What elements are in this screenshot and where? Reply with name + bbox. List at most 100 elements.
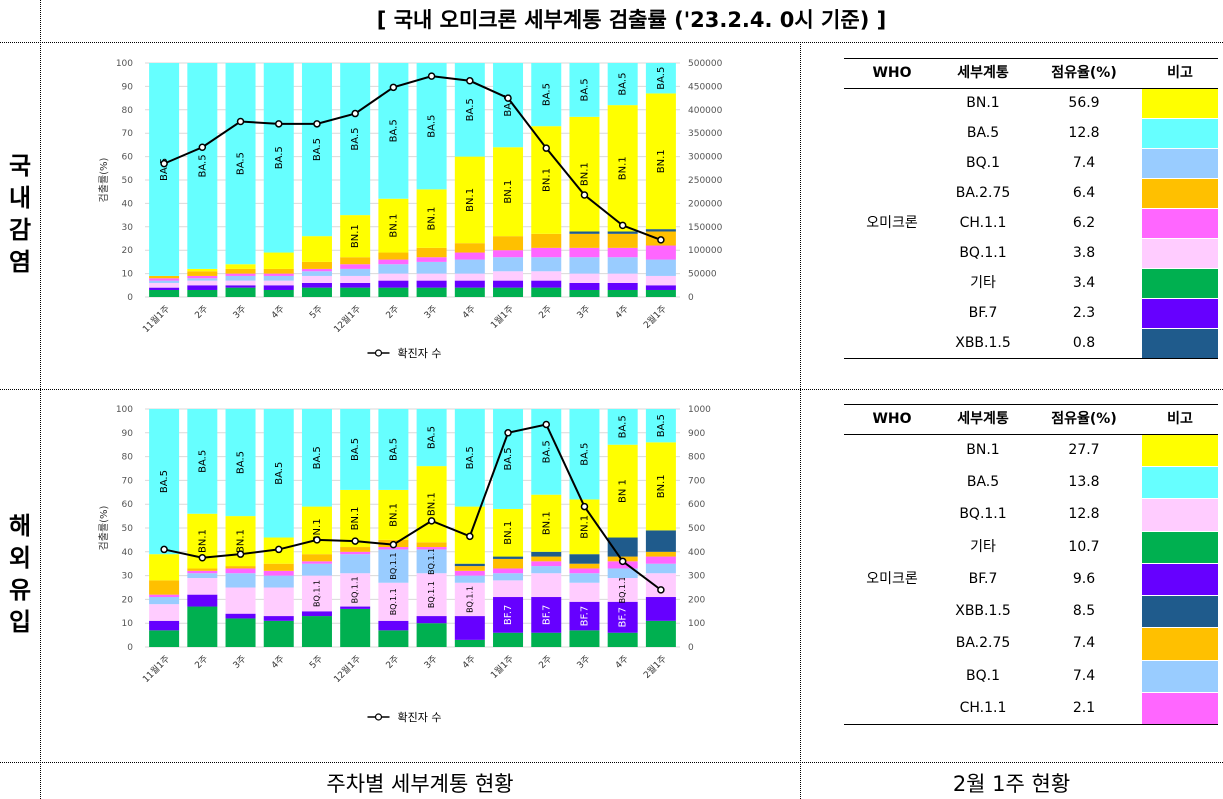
segment-label: BN.1 <box>350 224 361 248</box>
segment-label: BF.7 <box>618 607 629 628</box>
bar-segment-ba5 <box>569 63 600 117</box>
table-share-cell: 8.5 <box>1072 603 1096 620</box>
table-domestic: WHO 세부계통 점유율(%) 비고 오미크론 BN.1 56.9 BA.5 12.8 BQ.1 7… <box>844 58 1218 359</box>
segment-label: BN.1 <box>579 162 590 186</box>
y2-tick-label: 150000 <box>688 223 723 233</box>
segment-label: BN.1 <box>236 529 247 553</box>
y2-tick-label: 500 <box>688 524 705 534</box>
bar-segment-bf7 <box>187 285 218 290</box>
bar-segment-ch11 <box>569 568 600 574</box>
bar-segment-bf7 <box>531 280 562 288</box>
segment-label: BA.5 <box>541 83 552 106</box>
table-lineage-cell: CH.1.1 <box>959 699 1007 716</box>
segment-label: BA.5 <box>350 128 361 151</box>
bar-segment-ba5 <box>225 409 256 517</box>
bar-segment-ba5 <box>263 409 294 538</box>
bar-segment-ch11 <box>531 561 562 567</box>
bar-segment-bf7 <box>263 616 294 621</box>
frame-line-center <box>800 42 801 799</box>
line-marker <box>542 144 550 152</box>
table-share-cell: 7.4 <box>1072 155 1096 171</box>
footer-left-label: 주차별 세부계통 현황 <box>326 772 514 796</box>
x-tick-label: 2주 <box>384 303 402 321</box>
bar-segment-ba5 <box>149 63 180 276</box>
table-lineage-cell: CH.1.1 <box>959 215 1007 231</box>
x-tick-label: 12월1주 <box>331 303 363 335</box>
table-header-cell: 비고 <box>1167 411 1193 427</box>
bar-segment-bn1 <box>569 116 600 232</box>
table-header-rule <box>844 434 1218 435</box>
frame-line-middle <box>0 389 1223 390</box>
bar-segment-ba5 <box>645 63 676 94</box>
table-header-cell: 비고 <box>1167 65 1193 81</box>
x-tick-label: 3주 <box>422 303 440 321</box>
x-tick-label: 4주 <box>269 303 287 321</box>
line-marker <box>466 77 474 85</box>
bar-segment-bq1 <box>225 275 256 281</box>
line-confirmed-cases <box>163 75 662 241</box>
bar-segment-bf7 <box>340 282 371 288</box>
y2-tick-label: 300000 <box>688 153 723 163</box>
table-share-cell: 7.4 <box>1072 635 1096 652</box>
bar-segment-bn1 <box>607 105 638 232</box>
bar-segment-ba5 <box>301 409 332 507</box>
table-share-cell: 27.7 <box>1068 442 1100 458</box>
x-tick-label: 2주 <box>537 653 555 671</box>
bar-segment-bq11 <box>569 273 600 283</box>
bar-segment-ba275 <box>454 566 485 571</box>
y-tick-label: 10 <box>122 270 134 280</box>
table-lineage-cell: 기타 <box>970 538 996 555</box>
y2-tick-label: 50000 <box>688 270 717 280</box>
bar-segment-ch11 <box>531 247 562 258</box>
frame-line-top <box>0 42 1223 43</box>
legend-label: 확진자 수 <box>398 347 442 360</box>
bar-segment-ch11 <box>149 594 180 598</box>
bar-segment-ch11 <box>263 570 294 576</box>
bar-segment-ch11 <box>454 570 485 576</box>
x-tick-label: 4주 <box>269 653 287 671</box>
bar-segment-bf7 <box>187 594 218 607</box>
legend-marker-icon <box>374 713 383 721</box>
segment-label: BA.5 <box>197 154 208 177</box>
bar-segment-bq11 <box>493 271 524 281</box>
bar-segment-ba5 <box>416 409 447 467</box>
bar-segment-ba5 <box>454 409 485 507</box>
segment-label: BN.1 <box>579 515 590 539</box>
y-tick-label: 40 <box>122 548 134 558</box>
table-header-rule <box>844 88 1218 89</box>
segment-label: BN.1 <box>618 156 629 180</box>
segment-label: BA.5 <box>618 415 629 438</box>
segment-label: BA.5 <box>274 146 285 169</box>
segment-label: BN.1 <box>503 180 514 204</box>
x-tick-label: 5주 <box>307 653 325 671</box>
line-marker <box>236 117 245 126</box>
row-label-char: 외 <box>8 544 32 572</box>
bar-segment-bf7 <box>607 601 638 633</box>
table-share-cell: 2.3 <box>1072 305 1096 321</box>
segment-label: BN.1 <box>427 207 438 231</box>
bar-segment-ba5 <box>645 409 676 443</box>
bar-segment-ba5 <box>607 409 638 445</box>
bar-segment-bq1 <box>301 563 332 576</box>
table-overseas: WHO 세부계통 점유율(%) 비고 오미크론 BN.1 27.7 BA.5 13.8 BQ.1.… <box>844 404 1218 725</box>
bar-segment-ch11 <box>225 568 256 574</box>
bar-segment-bq11 <box>149 282 180 288</box>
bar-segment-bn1 <box>607 444 638 538</box>
segment-label: BN.1 <box>656 474 667 498</box>
row-label-char: 국 <box>8 152 32 180</box>
bar-segment-ch11 <box>301 561 332 564</box>
bar-segment-bn1 <box>645 442 676 531</box>
line-marker <box>618 221 627 230</box>
line-marker <box>389 83 398 92</box>
y2-tick-label: 250000 <box>688 176 723 186</box>
line-confirmed-cases <box>163 423 662 591</box>
bar-segment-ba5 <box>149 409 180 555</box>
table-lineage-cell: XBB.1.5 <box>955 603 1011 620</box>
bar-segment- <box>301 287 332 297</box>
bar-segment-ch11 <box>569 247 600 258</box>
y2-tick-label: 200 <box>688 595 705 605</box>
segment-label: BQ.1.1 <box>389 588 398 615</box>
y2-tick-label: 1000 <box>688 405 711 415</box>
